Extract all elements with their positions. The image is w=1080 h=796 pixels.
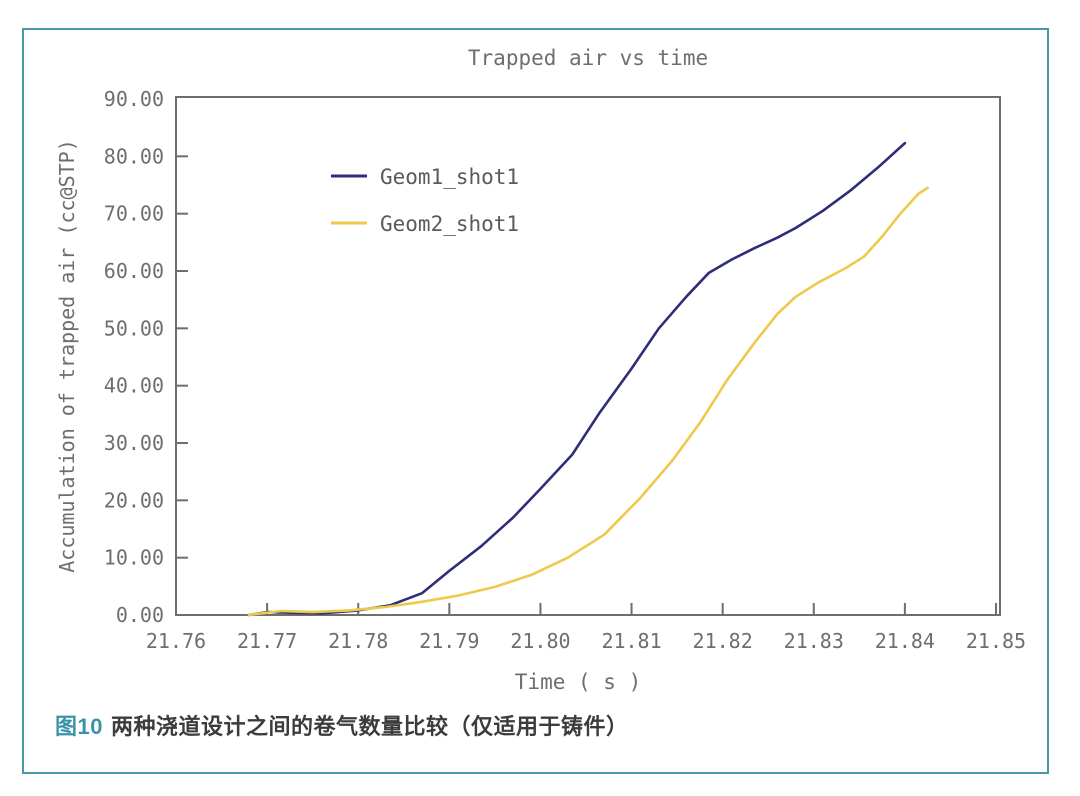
y-tick-label: 20.00 — [104, 488, 164, 512]
x-axis-title: Time ( s ) — [515, 670, 641, 694]
x-axis-tick-labels: 21.76 21.77 21.78 21.79 21.80 21.81 21.82 21.83… — [146, 629, 1026, 653]
x-tick-label: 21.84 — [875, 629, 935, 653]
x-tick-label: 21.85 — [966, 629, 1026, 653]
chart-title: Trapped air vs time — [468, 46, 708, 70]
chart-legend: Geom1_shot1 Geom2_shot1 — [331, 165, 519, 236]
x-tick-label: 21.78 — [328, 629, 388, 653]
series-line-Geom2_shot1 — [247, 186, 930, 617]
x-tick-label: 21.83 — [784, 629, 844, 653]
x-tick-label: 21.79 — [419, 629, 479, 653]
y-axis-ticks — [176, 155, 188, 559]
y-tick-label: 10.00 — [104, 546, 164, 570]
figure-caption-number: 图10 — [55, 714, 103, 739]
y-axis-tick-labels: 0.00 10.00 20.00 30.00 40.00 50.00 60.00 70.00 8… — [104, 87, 164, 627]
legend-label-geom1: Geom1_shot1 — [380, 165, 519, 189]
series-line-Geom1_shot1 — [247, 141, 907, 617]
x-tick-label: 21.76 — [146, 629, 206, 653]
y-tick-label: 40.00 — [104, 374, 164, 398]
y-tick-label: 80.00 — [104, 144, 164, 168]
y-tick-label: 0.00 — [116, 603, 164, 627]
y-axis-title: Accumulation of trapped air (cc@STP) — [55, 139, 79, 572]
x-tick-label: 21.82 — [693, 629, 753, 653]
y-tick-label: 50.00 — [104, 316, 164, 340]
y-tick-label: 60.00 — [104, 259, 164, 283]
x-tick-label: 21.77 — [237, 629, 297, 653]
data-series-lines — [247, 141, 930, 617]
y-tick-label: 70.00 — [104, 202, 164, 226]
figure-border-frame — [22, 28, 1049, 774]
y-tick-label: 30.00 — [104, 431, 164, 455]
x-tick-label: 21.81 — [601, 629, 661, 653]
figure-caption-text: 两种浇道设计之间的卷气数量比较（仅适用于铸件） — [110, 714, 629, 739]
y-tick-label: 90.00 — [104, 87, 164, 111]
x-tick-label: 21.80 — [510, 629, 570, 653]
plot-area-frame — [175, 96, 1001, 616]
figure-caption: 图10 两种浇道设计之间的卷气数量比较（仅适用于铸件） — [55, 709, 1015, 741]
legend-label-geom2: Geom2_shot1 — [380, 212, 519, 236]
